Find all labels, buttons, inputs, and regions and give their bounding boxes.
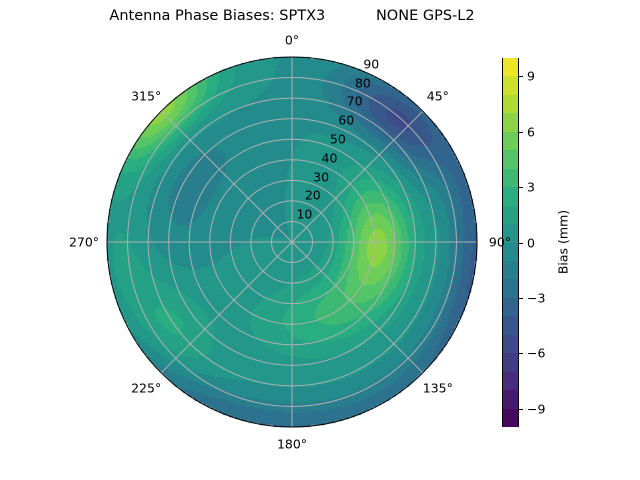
colorbar-level: [503, 205, 518, 225]
colorbar-tick-label: 3: [527, 179, 535, 195]
radial-tick-label: 70: [346, 93, 363, 109]
colorbar-level: [503, 57, 518, 77]
colorbar-tick: [519, 131, 523, 133]
radial-tick-label: 40: [321, 150, 338, 166]
angular-tick-label: 135°: [422, 380, 453, 396]
radial-tick-label: 30: [313, 169, 330, 185]
angular-gridline-135: [291, 241, 424, 374]
colorbar-tick-label: 0: [527, 235, 535, 250]
colorbar: [502, 57, 519, 427]
colorbar-label: Bias (mm): [555, 209, 571, 275]
colorbar-tick: [519, 353, 523, 355]
colorbar-tick-label: 9: [527, 68, 535, 84]
colorbar-level: [503, 131, 518, 151]
colorbar-level: [503, 223, 518, 243]
angular-tick-label: 0°: [284, 32, 300, 48]
radial-tick-label: 60: [338, 112, 355, 128]
angular-tick-label: 90°: [488, 234, 512, 250]
colorbar-level: [503, 260, 518, 280]
colorbar-level: [503, 389, 518, 409]
colorbar-tick: [519, 76, 523, 78]
angular-tick-label: 225°: [131, 380, 162, 396]
colorbar-tick: [519, 242, 523, 244]
angular-gridline-225: [160, 241, 293, 374]
colorbar-level: [503, 297, 518, 317]
colorbar-tick: [519, 408, 523, 410]
angular-gridline-45: [291, 110, 424, 243]
colorbar-level: [503, 75, 518, 95]
colorbar-level: [503, 408, 518, 427]
angular-tick-label: 315°: [131, 88, 162, 104]
colorbar-level: [503, 315, 518, 335]
colorbar-level: [503, 352, 518, 372]
radial-tick-label: 80: [354, 75, 371, 91]
colorbar-level: [503, 334, 518, 354]
colorbar-level: [503, 94, 518, 114]
angular-gridline-315: [160, 110, 293, 243]
radial-tick-label: 90: [363, 56, 380, 72]
colorbar-level: [503, 186, 518, 206]
angular-tick-label: 180°: [276, 436, 308, 452]
colorbar-tick-label: −9: [527, 401, 546, 417]
polar-frame: [106, 56, 478, 428]
colorbar-level: [503, 149, 518, 169]
colorbar-level: [503, 112, 518, 132]
radial-tick-label: 10: [296, 206, 313, 222]
radial-tick-label: 20: [304, 187, 321, 203]
colorbar-level: [503, 242, 518, 261]
radial-tick-label: 50: [329, 131, 346, 147]
angular-tick-label: 45°: [426, 88, 449, 104]
colorbar-tick: [519, 297, 523, 299]
colorbar-tick: [519, 187, 523, 189]
colorbar-level: [503, 371, 518, 391]
colorbar-level: [503, 168, 518, 188]
colorbar-tick-label: 6: [527, 124, 535, 140]
colorbar-level: [503, 278, 518, 298]
chart-title: Antenna Phase Biases: SPTX3 NONE GPS-L2: [109, 8, 475, 24]
colorbar-tick-label: −3: [527, 290, 546, 306]
colorbar-tick-label: −6: [527, 345, 546, 361]
angular-tick-label: 270°: [68, 234, 100, 250]
